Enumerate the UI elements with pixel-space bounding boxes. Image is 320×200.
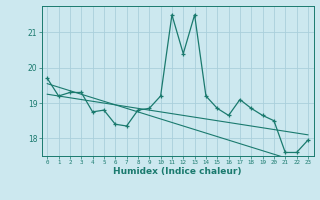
X-axis label: Humidex (Indice chaleur): Humidex (Indice chaleur) bbox=[113, 167, 242, 176]
